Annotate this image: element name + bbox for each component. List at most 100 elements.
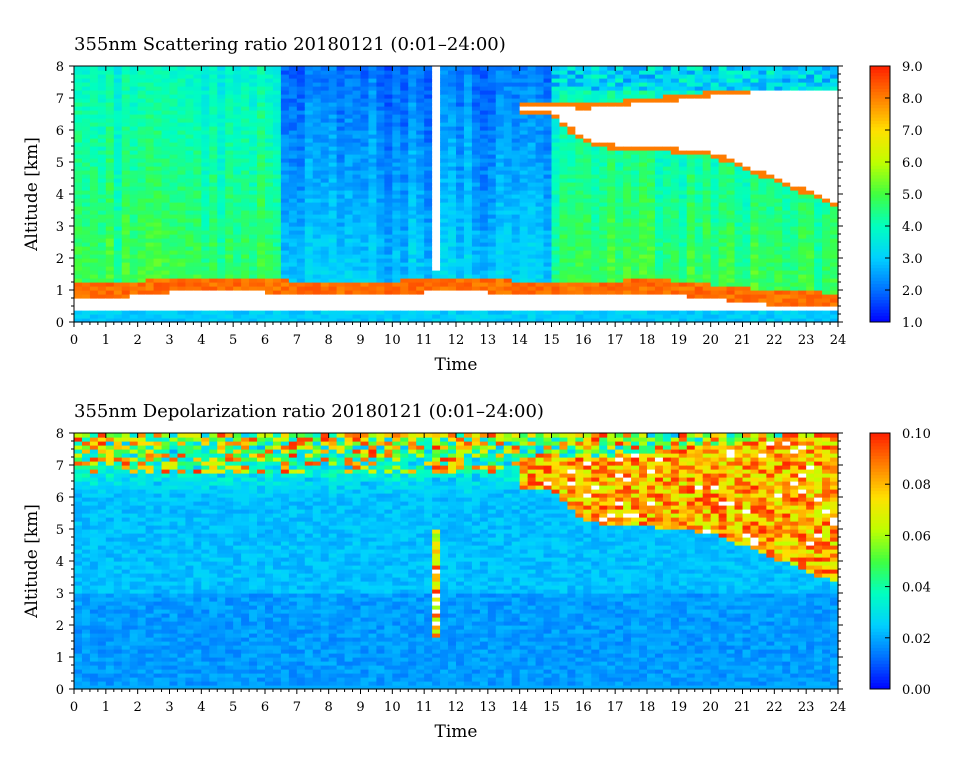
heatmap-cell: [304, 158, 314, 163]
heatmap-cell: [241, 210, 250, 215]
heatmap-cell: [265, 70, 274, 75]
heatmap-cell: [201, 118, 210, 123]
heatmap-cell: [336, 146, 346, 151]
heatmap-cell: [145, 94, 155, 99]
heatmap-cell: [177, 210, 187, 215]
heatmap-cell: [81, 226, 91, 231]
heatmap-cell: [257, 238, 266, 243]
heatmap-cell: [201, 310, 210, 315]
heatmap-cell: [559, 250, 569, 255]
heatmap-cell: [511, 78, 521, 83]
heatmap-cell: [352, 182, 362, 187]
heatmap-cell: [241, 130, 250, 135]
heatmap-cell: [479, 274, 489, 279]
heatmap-cell: [257, 162, 266, 167]
heatmap-cell: [288, 310, 298, 315]
heatmap-cell: [265, 66, 274, 71]
heatmap-cell: [440, 70, 449, 75]
heatmap-cell: [74, 142, 83, 147]
heatmap-cell: [185, 186, 194, 191]
heatmap-cell: [432, 234, 441, 239]
heatmap-cell: [153, 110, 163, 115]
heatmap-cell: [519, 314, 529, 319]
heatmap-cell: [384, 222, 393, 227]
heatmap-cell: [129, 170, 139, 175]
heatmap-cell: [662, 250, 672, 255]
heatmap-cell: [368, 242, 378, 247]
heatmap-cell: [145, 162, 155, 167]
heatmap-cell: [654, 146, 664, 151]
heatmap-cell: [241, 226, 250, 231]
heatmap-cell: [336, 190, 346, 195]
heatmap-cell: [137, 202, 147, 207]
heatmap-cell: [241, 206, 250, 211]
heatmap-cell: [129, 66, 139, 71]
heatmap-cell: [559, 302, 569, 307]
heatmap-cell: [312, 230, 322, 235]
heatmap-cell: [336, 202, 346, 207]
heatmap-cell: [408, 238, 417, 243]
heatmap-cell: [615, 258, 624, 263]
heatmap-cell: [400, 318, 409, 323]
heatmap-cell: [392, 110, 401, 115]
heatmap-cell: [575, 110, 584, 115]
heatmap-cell: [479, 214, 489, 219]
heatmap-cell: [670, 146, 680, 151]
heatmap-cell: [360, 270, 370, 275]
heatmap-cell: [145, 242, 155, 247]
heatmap-cell: [312, 146, 322, 151]
heatmap-cell: [519, 206, 529, 211]
heatmap-cell: [615, 90, 624, 95]
heatmap-cell: [440, 74, 449, 79]
heatmap-cell: [336, 214, 346, 219]
heatmap-cell: [169, 230, 179, 235]
heatmap-cell: [527, 158, 537, 163]
heatmap-cell: [265, 314, 274, 319]
heatmap-cell: [161, 170, 171, 175]
heatmap-cell: [416, 94, 425, 99]
heatmap-cell: [519, 186, 529, 191]
heatmap-cell: [392, 170, 401, 175]
heatmap-cell: [527, 254, 537, 259]
heatmap-cell: [217, 286, 226, 291]
heatmap-cell: [416, 222, 425, 227]
heatmap-cell: [185, 302, 194, 307]
heatmap-cell: [551, 174, 561, 179]
heatmap-cell: [280, 106, 290, 111]
heatmap-cell: [209, 110, 218, 115]
heatmap-cell: [408, 66, 417, 71]
heatmap-cell: [519, 226, 529, 231]
heatmap-cell: [583, 186, 592, 191]
heatmap-cell: [495, 170, 505, 175]
heatmap-cell: [304, 94, 314, 99]
heatmap-cell: [631, 106, 640, 111]
heatmap-cell: [272, 190, 282, 195]
heatmap-cell: [74, 102, 83, 107]
heatmap-cell: [631, 250, 640, 255]
heatmap-cell: [89, 206, 99, 211]
heatmap-cell: [217, 234, 226, 239]
heatmap-cell: [257, 102, 266, 107]
heatmap-cell: [670, 150, 680, 155]
heatmap-cell: [400, 174, 409, 179]
heatmap-cell: [686, 270, 696, 275]
heatmap-cell: [209, 294, 218, 299]
heatmap-cell: [185, 258, 194, 263]
heatmap-cell: [416, 78, 425, 83]
heatmap-cell: [193, 270, 202, 275]
heatmap-cell: [416, 118, 425, 123]
heatmap-cell: [241, 114, 250, 119]
heatmap-cell: [193, 246, 202, 251]
heatmap-cell: [249, 98, 258, 103]
heatmap-cell: [647, 98, 656, 103]
heatmap-cell: [344, 294, 354, 299]
heatmap-cell: [456, 222, 465, 227]
heatmap-cell: [312, 170, 322, 175]
heatmap-cell: [623, 70, 632, 75]
heatmap-cell: [662, 282, 672, 287]
heatmap-cell: [280, 198, 290, 203]
heatmap-cell: [185, 218, 194, 223]
heatmap-cell: [456, 118, 465, 123]
heatmap-cell: [463, 154, 473, 159]
heatmap-cell: [623, 162, 632, 167]
